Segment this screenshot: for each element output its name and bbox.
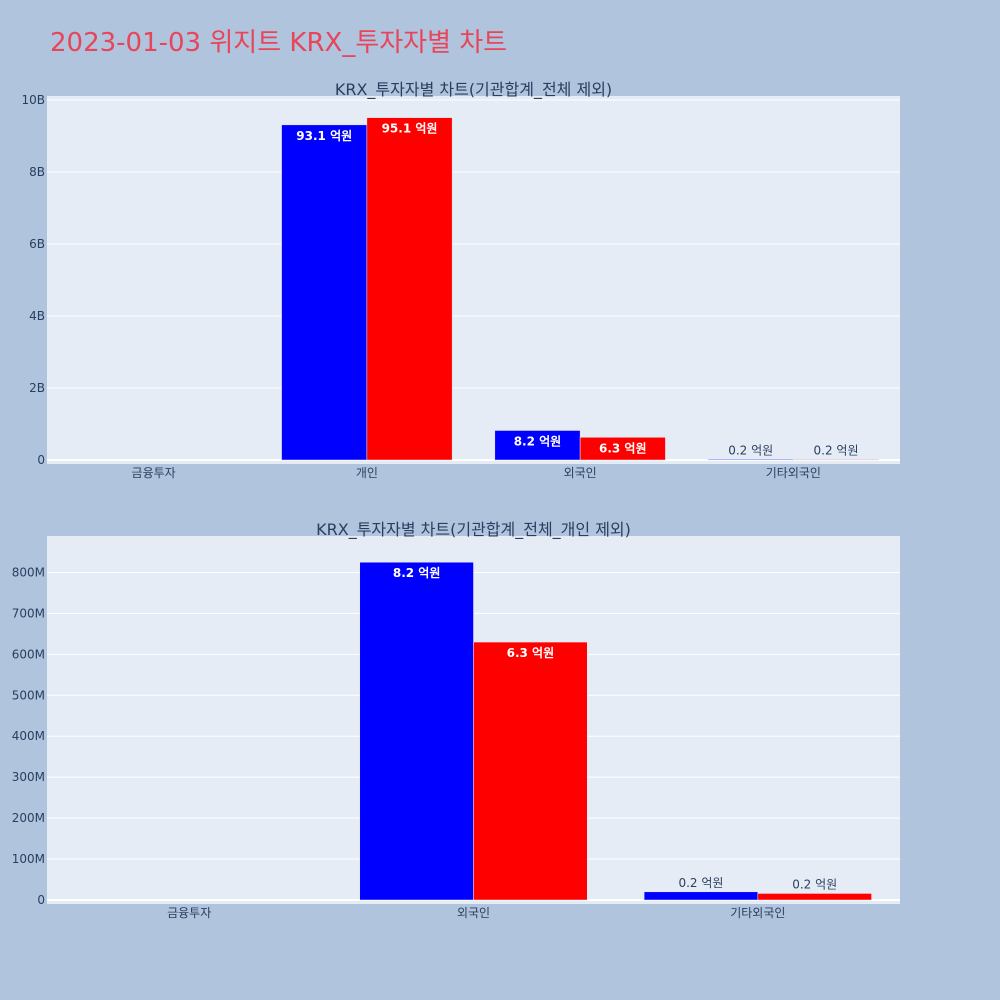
page-title: 2023-01-03 위지트 KRX_투자자별 차트 — [50, 28, 508, 58]
bar-data-label: 0.2 억원 — [728, 443, 773, 457]
bar — [793, 459, 879, 461]
y-tick-label: 10B — [21, 93, 45, 107]
bar-data-label: 93.1 억원 — [296, 129, 352, 143]
y-tick-label: 800M — [12, 565, 45, 579]
y-tick-label: 0 — [37, 453, 45, 467]
bar-data-label: 6.3 억원 — [507, 646, 555, 660]
bar-data-label: 95.1 억원 — [382, 122, 438, 136]
x-tick-label: 기타외국인 — [766, 466, 821, 480]
y-tick-label: 6B — [29, 237, 45, 251]
bar-data-label: 8.2 억원 — [393, 566, 441, 580]
bar-data-label: 0.2 억원 — [678, 876, 723, 890]
bar — [366, 117, 453, 461]
plot-area — [47, 96, 900, 464]
x-tick-label: 개인 — [356, 466, 378, 480]
bar-data-label: 0.2 억원 — [814, 443, 859, 457]
x-tick-label: 외국인 — [564, 466, 597, 480]
y-tick-label: 400M — [12, 729, 45, 743]
y-tick-label: 300M — [12, 770, 45, 784]
y-tick-label: 700M — [12, 606, 45, 620]
bar — [494, 430, 581, 461]
y-tick-label: 8B — [29, 165, 45, 179]
chart-title: KRX_투자자별 차트(기관합계_전체_개인 제외) — [316, 520, 631, 540]
x-tick-label: 금융투자 — [132, 466, 176, 480]
bar — [473, 641, 588, 901]
x-tick-label: 외국인 — [457, 906, 490, 920]
bar — [579, 437, 666, 461]
y-tick-label: 2B — [29, 381, 45, 395]
bar — [359, 561, 474, 901]
chart-top: 0 2B 4B 6B 8B 10B KRX_투자자별 차트(기관합계_전체 제외) 금융투자 개… — [21, 80, 900, 480]
y-tick-label: 100M — [12, 852, 45, 866]
bar — [757, 893, 872, 901]
y-tick-label: 0 — [37, 893, 45, 907]
bar — [643, 891, 759, 901]
bar — [281, 124, 368, 461]
bar-data-label: 8.2 억원 — [514, 434, 562, 448]
y-tick-label: 500M — [12, 688, 45, 702]
chart-title: KRX_투자자별 차트(기관합계_전체 제외) — [335, 80, 612, 100]
y-tick-label: 600M — [12, 647, 45, 661]
bar-data-label: 6.3 억원 — [599, 441, 647, 455]
x-tick-label: 금융투자 — [167, 906, 211, 920]
y-tick-label: 4B — [29, 309, 45, 323]
x-tick-label: 기타외국인 — [730, 906, 785, 920]
y-tick-label: 200M — [12, 811, 45, 825]
bar-data-label: 0.2 억원 — [792, 877, 837, 891]
